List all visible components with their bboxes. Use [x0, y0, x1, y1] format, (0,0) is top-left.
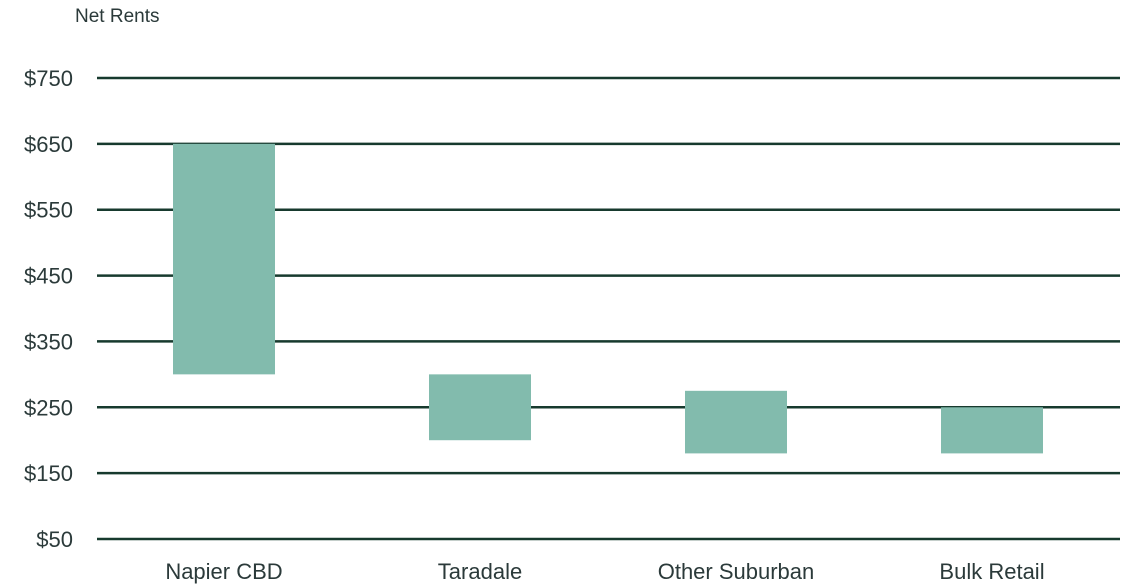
bars: [173, 143, 1043, 454]
y-tick-label: $250: [24, 395, 73, 420]
y-tick-label: $50: [36, 527, 73, 552]
x-category-label: Napier CBD: [165, 559, 282, 584]
y-tick-label: $550: [24, 198, 73, 223]
y-tick-label: $750: [24, 66, 73, 91]
bar-other-suburban: [685, 390, 787, 454]
bar-napier-cbd: [173, 143, 275, 375]
bar-bulk-retail: [941, 407, 1043, 454]
x-category-label: Other Suburban: [658, 559, 815, 584]
y-tick-label: $150: [24, 461, 73, 486]
bar-taradale: [429, 374, 531, 441]
y-axis-ticks: $50 $150 $250 $350 $450 $550 $650 $750: [24, 66, 73, 552]
y-tick-label: $450: [24, 264, 73, 289]
x-category-label: Bulk Retail: [939, 559, 1044, 584]
y-tick-label: $650: [24, 132, 73, 157]
y-tick-label: $350: [24, 329, 73, 354]
x-axis-categories: Napier CBD Taradale Other Suburban Bulk Ret…: [165, 559, 1044, 584]
x-category-label: Taradale: [438, 559, 522, 584]
y-axis-title: Net Rents: [75, 6, 159, 27]
